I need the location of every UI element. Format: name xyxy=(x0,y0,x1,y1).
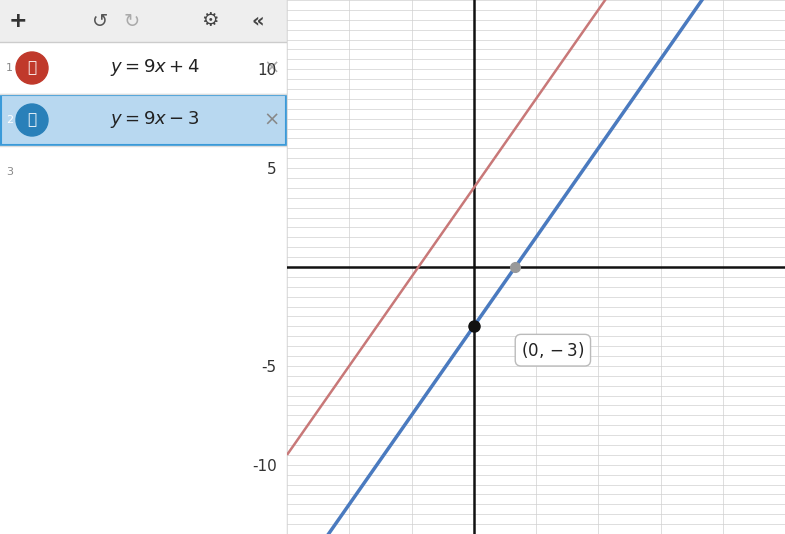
Text: «: « xyxy=(252,12,265,30)
FancyBboxPatch shape xyxy=(1,95,286,145)
Text: ⚙: ⚙ xyxy=(201,12,219,30)
Text: ×: × xyxy=(264,59,280,77)
Text: ↺: ↺ xyxy=(92,12,108,30)
Text: $y = 9x - 3$: $y = 9x - 3$ xyxy=(111,109,199,130)
Text: 〜: 〜 xyxy=(27,113,37,128)
Circle shape xyxy=(16,104,48,136)
FancyBboxPatch shape xyxy=(0,42,287,94)
FancyBboxPatch shape xyxy=(0,0,287,42)
Text: ×: × xyxy=(264,111,280,130)
Text: +: + xyxy=(9,11,27,31)
Text: ↻: ↻ xyxy=(124,12,141,30)
Text: 3: 3 xyxy=(6,167,13,177)
Text: 2: 2 xyxy=(6,115,13,125)
Text: 〜: 〜 xyxy=(27,60,37,75)
Text: $y = 9x + 4$: $y = 9x + 4$ xyxy=(110,58,200,78)
FancyBboxPatch shape xyxy=(0,0,287,534)
Circle shape xyxy=(16,52,48,84)
Text: 1: 1 xyxy=(6,63,13,73)
Text: $(0, -3)$: $(0, -3)$ xyxy=(521,340,585,360)
